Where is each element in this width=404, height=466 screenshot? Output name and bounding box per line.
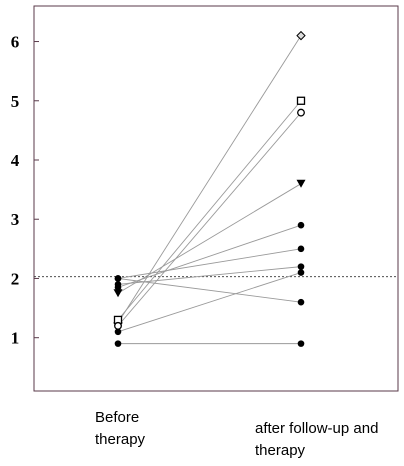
series-line bbox=[117, 266, 302, 285]
marker-open-circle bbox=[297, 108, 305, 117]
x-label-before-line1: Before bbox=[95, 409, 140, 426]
marker-circle bbox=[297, 245, 305, 253]
x-category-label-after: after follow-up and therapy bbox=[255, 418, 404, 462]
series-line bbox=[117, 100, 302, 321]
marker-diamond bbox=[296, 30, 306, 41]
marker-circle bbox=[297, 269, 305, 276]
series-line bbox=[117, 112, 302, 327]
y-tick-label: 3 bbox=[11, 210, 20, 229]
marker-circle bbox=[114, 275, 122, 282]
marker-triangle-down bbox=[296, 179, 306, 188]
y-tick-label: 4 bbox=[11, 151, 20, 170]
series-group bbox=[113, 30, 306, 347]
series-line bbox=[117, 183, 302, 294]
marker-circle bbox=[114, 340, 122, 347]
marker-circle bbox=[297, 221, 305, 229]
series-line bbox=[117, 248, 302, 279]
series-line bbox=[117, 224, 302, 288]
plot-frame bbox=[33, 5, 399, 392]
marker-square bbox=[296, 96, 306, 105]
y-tick-label: 1 bbox=[11, 329, 20, 348]
y-tick-label: 6 bbox=[11, 33, 20, 52]
x-label-after-line2: therapy bbox=[255, 442, 306, 459]
x-label-after-line1: after follow-up and bbox=[255, 420, 379, 437]
x-label-before-line2: therapy bbox=[95, 431, 146, 448]
y-tick-label: 2 bbox=[11, 269, 20, 288]
marker-triangle-down bbox=[113, 289, 123, 298]
marker-circle bbox=[297, 298, 305, 306]
y-tick-label: 5 bbox=[11, 92, 20, 111]
marker-circle bbox=[297, 263, 305, 270]
marker-open-circle bbox=[114, 321, 122, 330]
y-axis: 1 2 3 4 5 6 bbox=[11, 33, 39, 348]
series-line bbox=[117, 278, 302, 303]
series-line bbox=[117, 35, 302, 324]
marker-circle bbox=[114, 328, 122, 336]
series-line bbox=[117, 272, 302, 333]
marker-circle bbox=[114, 281, 122, 288]
x-category-label-before: Before therapy bbox=[95, 407, 165, 451]
marker-circle bbox=[297, 340, 305, 347]
